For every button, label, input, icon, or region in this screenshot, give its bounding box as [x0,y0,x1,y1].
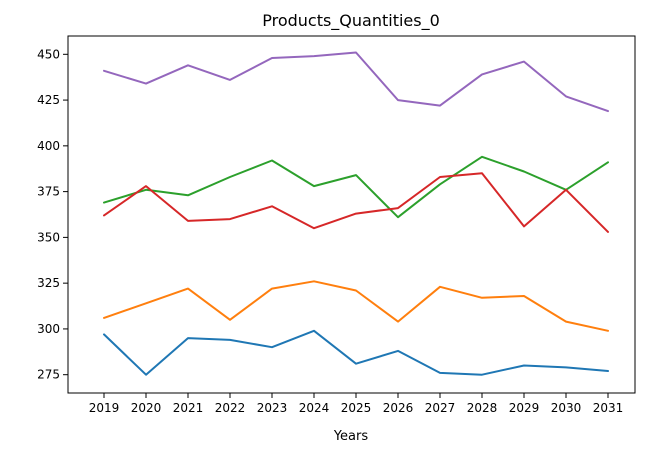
x-tick-label: 2026 [383,401,414,415]
x-tick-label: 2028 [467,401,498,415]
x-tick-label: 2019 [89,401,120,415]
x-axis-label: Years [333,429,369,444]
x-tick-label: 2029 [509,401,540,415]
x-tick-label: 2020 [131,401,162,415]
x-tick-label: 2027 [425,401,456,415]
series-lines [103,51,609,376]
x-tick-label: 2021 [173,401,204,415]
x-tick-label: 2030 [551,401,582,415]
y-tick-label: 450 [37,47,60,61]
chart-title: Products_Quantities_0 [262,11,440,31]
y-tick-label: 375 [37,185,60,199]
x-tick-label: 2031 [593,401,624,415]
x-tick-label: 2022 [215,401,246,415]
series-line-5 [103,51,609,113]
x-tick-label: 2025 [341,401,372,415]
series-line-2 [103,280,609,332]
y-tick-label: 350 [37,230,60,244]
y-axis: 275 300 325 350 375 400 425 450 [37,47,68,382]
x-tick-label: 2023 [257,401,288,415]
y-tick-label: 425 [37,93,60,107]
series-line-1 [103,329,609,376]
y-tick-label: 275 [37,368,60,382]
plot-area: 275 300 325 350 375 400 425 450 2019 2020 2021 202… [37,35,636,415]
series-line-3 [103,155,609,219]
x-tick-label: 2024 [299,401,330,415]
y-tick-label: 400 [37,139,60,153]
y-tick-label: 325 [37,276,60,290]
x-axis: 2019 2020 2021 2022 2023 2024 2025 2026 2027 2028… [89,393,624,415]
series-line-4 [103,172,609,233]
plot-frame [67,35,636,394]
y-tick-label: 300 [37,322,60,336]
